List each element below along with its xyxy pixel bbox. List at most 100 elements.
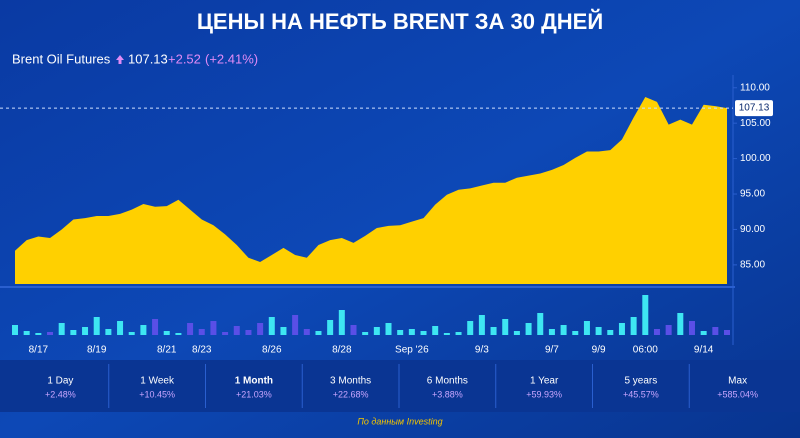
period-change[interactable]: +21.03%: [236, 389, 272, 399]
volume-bar: [152, 319, 159, 335]
y-tick-label: 90.00: [740, 224, 765, 235]
volume-bar: [548, 329, 555, 335]
volume-bar: [724, 330, 730, 335]
x-tick-label: 8/17: [29, 345, 49, 356]
volume-bar: [502, 319, 509, 335]
volume-bar: [303, 329, 310, 335]
volume-bar: [513, 331, 520, 335]
volume-bar: [688, 321, 695, 335]
volume-bar: [198, 329, 205, 335]
x-tick-label: 9/3: [475, 345, 489, 356]
volume-bar: [105, 329, 112, 335]
x-tick-label: 9/14: [694, 345, 714, 356]
volume-bar: [327, 320, 334, 335]
period-change[interactable]: +2.48%: [45, 389, 76, 399]
y-tick-label: 105.00: [740, 118, 771, 129]
period-change[interactable]: +585.04%: [717, 389, 758, 399]
x-tick-label: 9/7: [545, 345, 559, 356]
x-tick-label: 8/21: [157, 345, 177, 356]
volume-bar: [432, 326, 439, 335]
y-tick-label: 110.00: [740, 82, 770, 93]
volume-bar: [93, 317, 100, 335]
volume-bar: [47, 332, 54, 335]
volume-bar: [128, 332, 135, 335]
volume-bar: [420, 331, 427, 335]
volume-bar: [373, 327, 380, 335]
x-tick-label: Sep '26: [395, 345, 429, 356]
volume-bar: [595, 327, 602, 335]
chart-title: ЦЕНЫ НА НЕФТЬ BRENT ЗА 30 ДНЕЙ: [197, 9, 603, 34]
volume-bar: [397, 330, 404, 335]
volume-bar: [338, 310, 345, 335]
period-label[interactable]: 1 Year: [530, 376, 559, 387]
period-label[interactable]: 6 Months: [427, 376, 468, 387]
period-label[interactable]: 1 Day: [47, 376, 73, 387]
volume-bar: [490, 327, 497, 335]
period-change[interactable]: +45.57%: [623, 389, 659, 399]
volume-bar: [478, 315, 485, 335]
volume-bar: [712, 327, 719, 335]
volume-bar: [82, 327, 89, 335]
volume-bar: [630, 317, 637, 335]
period-bar: [0, 360, 800, 412]
x-tick-label: 9/9: [592, 345, 606, 356]
volume-bar: [140, 325, 147, 335]
volume-bar: [560, 325, 567, 335]
volume-bar: [677, 313, 684, 335]
volume-bar: [23, 331, 30, 335]
volume-bar: [175, 333, 182, 335]
volume-bar: [455, 332, 462, 335]
last-price-label: 107.13: [739, 103, 770, 114]
volume-bar: [315, 331, 322, 335]
volume-bar: [665, 325, 672, 335]
volume-bar: [280, 327, 287, 335]
period-label[interactable]: Max: [728, 376, 747, 387]
volume-bar: [58, 323, 65, 335]
volume-bar: [362, 332, 369, 335]
period-label[interactable]: 3 Months: [330, 376, 371, 387]
x-tick-label: 8/28: [332, 345, 352, 356]
volume-bar: [607, 330, 614, 335]
up-arrow: [116, 55, 124, 64]
volume-bar: [385, 323, 392, 335]
volume-bar: [210, 321, 217, 335]
change-pct: (+2.41%): [205, 51, 258, 66]
period-change[interactable]: +3.88%: [432, 389, 463, 399]
change: +2.52: [168, 51, 201, 66]
volume-bar: [268, 317, 275, 335]
period-label[interactable]: 5 years: [624, 376, 657, 387]
volume-bar: [443, 333, 450, 335]
volume-bar: [537, 313, 544, 335]
instrument-name: Brent Oil Futures: [12, 51, 111, 66]
x-tick-label: 8/19: [87, 345, 107, 356]
volume-bar: [35, 333, 42, 335]
period-label[interactable]: 1 Month: [235, 376, 273, 387]
period-change[interactable]: +10.45%: [139, 389, 175, 399]
volume-bar: [70, 330, 77, 335]
volume-bar: [292, 315, 299, 335]
source: По данным Investing: [357, 416, 442, 426]
volume-bar: [12, 325, 18, 335]
volume-bar: [525, 323, 532, 335]
volume-bar: [642, 295, 649, 335]
period-change[interactable]: +59.93%: [526, 389, 562, 399]
volume-bar: [117, 321, 124, 335]
last-price-tag: [735, 100, 773, 117]
x-tick-label: 06:00: [633, 345, 658, 356]
period-label[interactable]: 1 Week: [140, 376, 175, 387]
volume-bar: [233, 326, 240, 335]
volume-bar: [618, 323, 625, 335]
x-tick-label: 8/23: [192, 345, 212, 356]
volume-bar: [245, 330, 252, 335]
volume-bar: [257, 323, 264, 335]
volume-bar: [653, 329, 660, 335]
period-change[interactable]: +22.68%: [333, 389, 369, 399]
volume-bar: [408, 329, 415, 335]
volume-bar: [700, 331, 707, 335]
volume-bar: [583, 321, 590, 335]
volume-bar: [350, 325, 357, 335]
y-tick-label: 85.00: [740, 260, 765, 271]
volume-bar: [187, 323, 194, 335]
volume-bar: [163, 331, 170, 335]
